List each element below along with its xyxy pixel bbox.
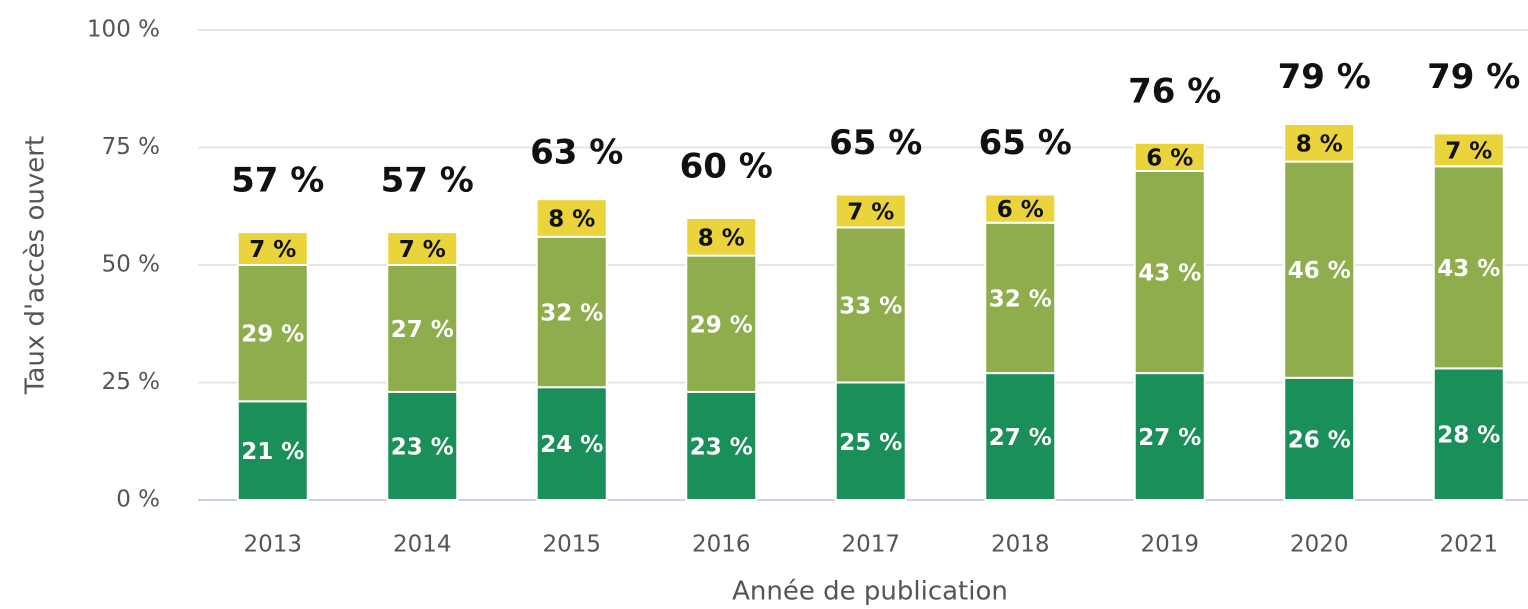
data-label: 25 % [839, 430, 902, 456]
x-tick-label: 2021 [1439, 532, 1498, 558]
x-tick-label: 2015 [542, 532, 601, 558]
total-label: 63 % [530, 132, 623, 172]
total-label: 57 % [381, 161, 474, 201]
bar-segment [1133, 170, 1206, 375]
data-label: 7 % [1445, 138, 1492, 164]
data-label: 27 % [391, 317, 454, 343]
y-tick-label: 50 % [102, 252, 160, 278]
bar-segment [1432, 165, 1505, 370]
bar-segment [834, 381, 907, 501]
data-label: 7 % [399, 237, 446, 263]
bar-segment [685, 390, 758, 501]
x-axis-label: Année de publication [732, 577, 1008, 607]
bar-segment [236, 264, 309, 403]
data-label: 28 % [1437, 423, 1500, 449]
x-tick-label: 2018 [991, 532, 1050, 558]
data-label: 26 % [1288, 427, 1351, 453]
y-tick-label: 100 % [87, 17, 160, 43]
bar-segment [236, 400, 309, 501]
data-label: 46 % [1288, 258, 1351, 284]
data-label: 8 % [1296, 131, 1343, 157]
data-label: 32 % [540, 301, 603, 327]
data-label: 29 % [241, 322, 304, 348]
total-label: 60 % [680, 147, 773, 187]
y-tick-label: 25 % [102, 369, 160, 395]
bar-segment [535, 198, 608, 238]
data-label: 27 % [989, 425, 1052, 451]
bar-segment [535, 235, 608, 389]
data-label: 33 % [839, 293, 902, 319]
x-tick-label: 2020 [1290, 532, 1349, 558]
data-label: 6 % [997, 197, 1044, 223]
data-label: 8 % [548, 207, 595, 233]
y-tick-label: 0 % [116, 487, 160, 513]
data-label: 21 % [241, 439, 304, 465]
x-tick-label: 2019 [1140, 532, 1199, 558]
y-axis-label: Taux d'accès ouvert [21, 136, 51, 395]
bar-segment [984, 193, 1057, 224]
total-label: 57 % [231, 161, 324, 201]
x-tick-label: 2016 [692, 532, 751, 558]
x-tick-label: 2017 [841, 532, 900, 558]
bar-segment [685, 217, 758, 257]
data-label: 7 % [847, 199, 894, 225]
bar-segment [1283, 376, 1356, 501]
bar-segment [834, 226, 907, 384]
data-label: 32 % [989, 286, 1052, 312]
data-label: 43 % [1437, 256, 1500, 282]
data-label: 6 % [1146, 145, 1193, 171]
data-label: 23 % [690, 434, 753, 460]
bar-segment [1133, 372, 1206, 502]
bar-segment [1283, 160, 1356, 379]
bar-segment [1432, 367, 1505, 501]
bar-segment [1432, 132, 1505, 168]
total-label: 76 % [1128, 71, 1221, 111]
data-label: 7 % [249, 237, 296, 263]
total-label: 79 % [1427, 57, 1520, 97]
bar-segment [834, 193, 907, 229]
bar-segment [1133, 141, 1206, 173]
bar-segment [386, 231, 459, 267]
data-label: 29 % [690, 312, 753, 338]
bar-segment [535, 386, 608, 502]
total-label: 79 % [1278, 57, 1371, 97]
x-tick-label: 2014 [393, 532, 452, 558]
total-label: 65 % [829, 123, 922, 163]
data-label: 27 % [1138, 425, 1201, 451]
data-label: 24 % [540, 432, 603, 458]
bar-segment [236, 231, 309, 267]
bar-segment [984, 372, 1057, 502]
data-label: 43 % [1138, 261, 1201, 287]
y-tick-label: 75 % [102, 134, 160, 160]
total-label: 65 % [979, 123, 1072, 163]
x-tick-label: 2013 [243, 532, 302, 558]
data-label: 23 % [391, 434, 454, 460]
data-label: 8 % [698, 225, 745, 251]
bar-segment [984, 221, 1057, 375]
bar-segment [1283, 123, 1356, 163]
